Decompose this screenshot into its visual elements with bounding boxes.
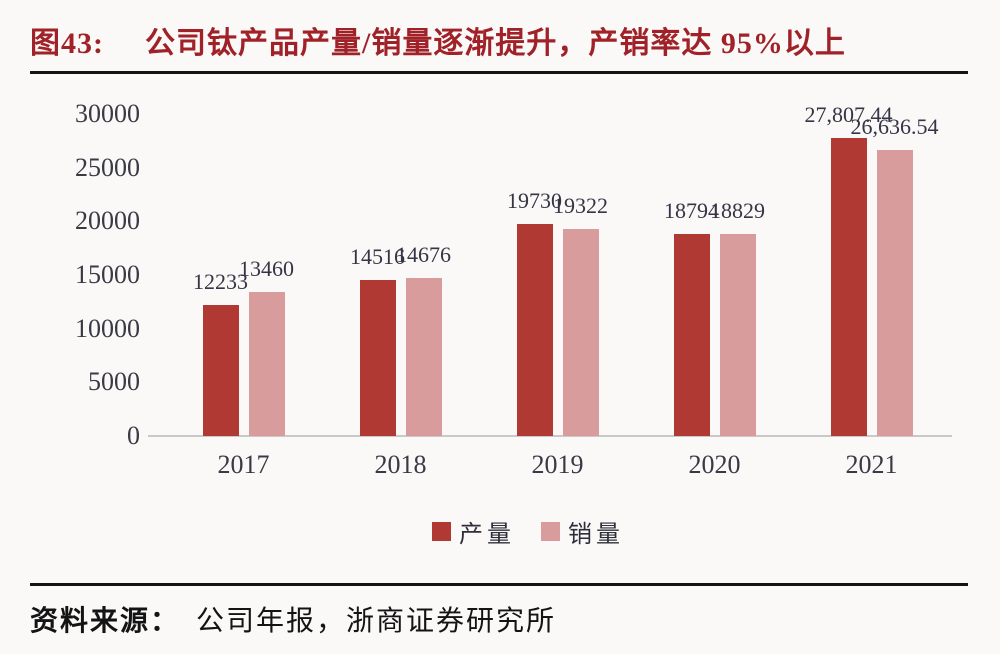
source-label: 资料来源： (30, 606, 181, 637)
legend-swatch-icon (432, 522, 451, 541)
figure-title-row: 图43: 公司钛产品产量/销量逐渐提升，产销率达 95%以上 (30, 18, 970, 62)
bar-销量-2018 (405, 278, 442, 436)
legend-label: 销量 (568, 522, 624, 548)
bar-value-label: 14516 (350, 244, 405, 269)
bar-产量-2020 (673, 234, 710, 436)
bar-value-label: 14676 (396, 242, 451, 267)
bar-value-label: 13460 (239, 256, 294, 281)
y-tick-label: 10000 (75, 313, 140, 343)
bar-产量-2017 (202, 305, 239, 436)
bar-value-label: 19730 (507, 188, 562, 213)
bar-销量-2020 (719, 234, 756, 436)
source-text: 公司年报，浙商证券研究所 (196, 606, 557, 637)
bar-销量-2017 (248, 292, 285, 436)
bar-value-label: 19322 (553, 193, 608, 218)
bar-value-label: 26,636.54 (850, 114, 939, 139)
y-tick-label: 20000 (75, 206, 140, 236)
y-tick-label: 0 (127, 421, 140, 450)
bar-销量-2019 (562, 229, 599, 436)
x-tick-label-2019: 2019 (531, 450, 584, 479)
legend-label: 产量 (459, 522, 515, 548)
x-tick-label-2020: 2020 (688, 450, 741, 479)
y-tick-label: 15000 (75, 260, 140, 289)
footer-divider-line (30, 583, 968, 586)
plot-area: 12233 13460 14516 14676 19730 19322 18794 18829… (148, 103, 952, 437)
bar-value-label: 18829 (710, 198, 765, 223)
bar-value-label: 12233 (193, 269, 248, 294)
x-tick-label-2018: 2018 (374, 450, 427, 479)
bar-value-label: 18794 (664, 198, 719, 223)
chart-legend: 产量 销量 (28, 514, 1000, 549)
x-tick-label-2021: 2021 (845, 450, 898, 479)
x-axis-line (148, 435, 952, 437)
bar-销量-2021 (876, 150, 913, 436)
y-tick-label: 25000 (75, 152, 140, 182)
bar-产量-2019 (516, 224, 553, 436)
title-divider-line (30, 71, 968, 74)
y-tick-label: 30000 (75, 99, 140, 128)
bar-value-label: 27,807.44 (804, 102, 893, 127)
figure-number: 图43: (30, 27, 104, 60)
bar-产量-2021 (830, 138, 867, 436)
bar-产量-2018 (359, 280, 396, 436)
y-tick-label: 5000 (88, 367, 140, 397)
x-tick-label-2017: 2017 (217, 450, 270, 479)
source-line: 资料来源： 公司年报，浙商证券研究所 (30, 599, 556, 639)
figure-title: 公司钛产品产量/销量逐渐提升，产销率达 95%以上 (145, 27, 846, 60)
legend-item-销量: 销量 (541, 514, 624, 549)
legend-swatch-icon (541, 522, 560, 541)
legend-item-产量: 产量 (432, 514, 515, 549)
